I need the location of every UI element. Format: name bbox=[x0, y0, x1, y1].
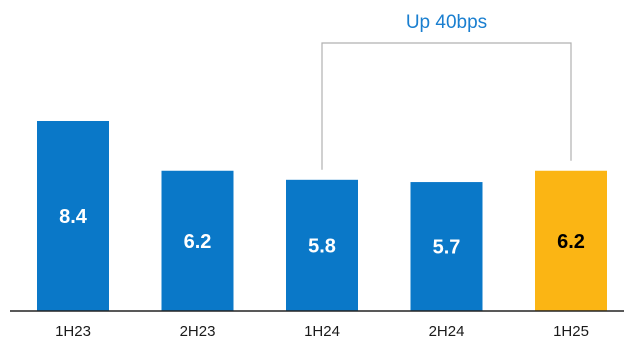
bar-2h23 bbox=[161, 170, 234, 311]
bar-2h24 bbox=[410, 182, 483, 311]
bar-value-label: 8.4 bbox=[59, 206, 88, 228]
bar-1h23 bbox=[37, 120, 109, 311]
annotation-bracket bbox=[321, 42, 572, 170]
bars-group bbox=[37, 120, 607, 311]
x-tick-label: 2H23 bbox=[180, 323, 216, 340]
bar-value-label: 6.2 bbox=[557, 231, 585, 253]
x-tick-labels: 1H23 2H23 1H24 2H24 1H25 bbox=[55, 323, 589, 340]
annotation-text: Up 40bps bbox=[406, 12, 487, 33]
bar-value-label: 5.8 bbox=[308, 235, 336, 257]
change-annotation: Up 40bps bbox=[321, 12, 572, 170]
x-tick-label: 1H24 bbox=[304, 323, 340, 340]
bar-1h24 bbox=[286, 179, 358, 311]
x-tick-label: 1H25 bbox=[553, 323, 589, 340]
bar-1h25 bbox=[535, 170, 607, 311]
bar-value-label: 5.7 bbox=[433, 237, 461, 259]
bar-value-label: 6.2 bbox=[184, 231, 212, 253]
x-tick-label: 2H24 bbox=[429, 323, 465, 340]
bar-value-labels: 8.4 6.2 5.8 5.7 6.2 bbox=[59, 206, 585, 259]
x-tick-label: 1H23 bbox=[55, 323, 91, 340]
